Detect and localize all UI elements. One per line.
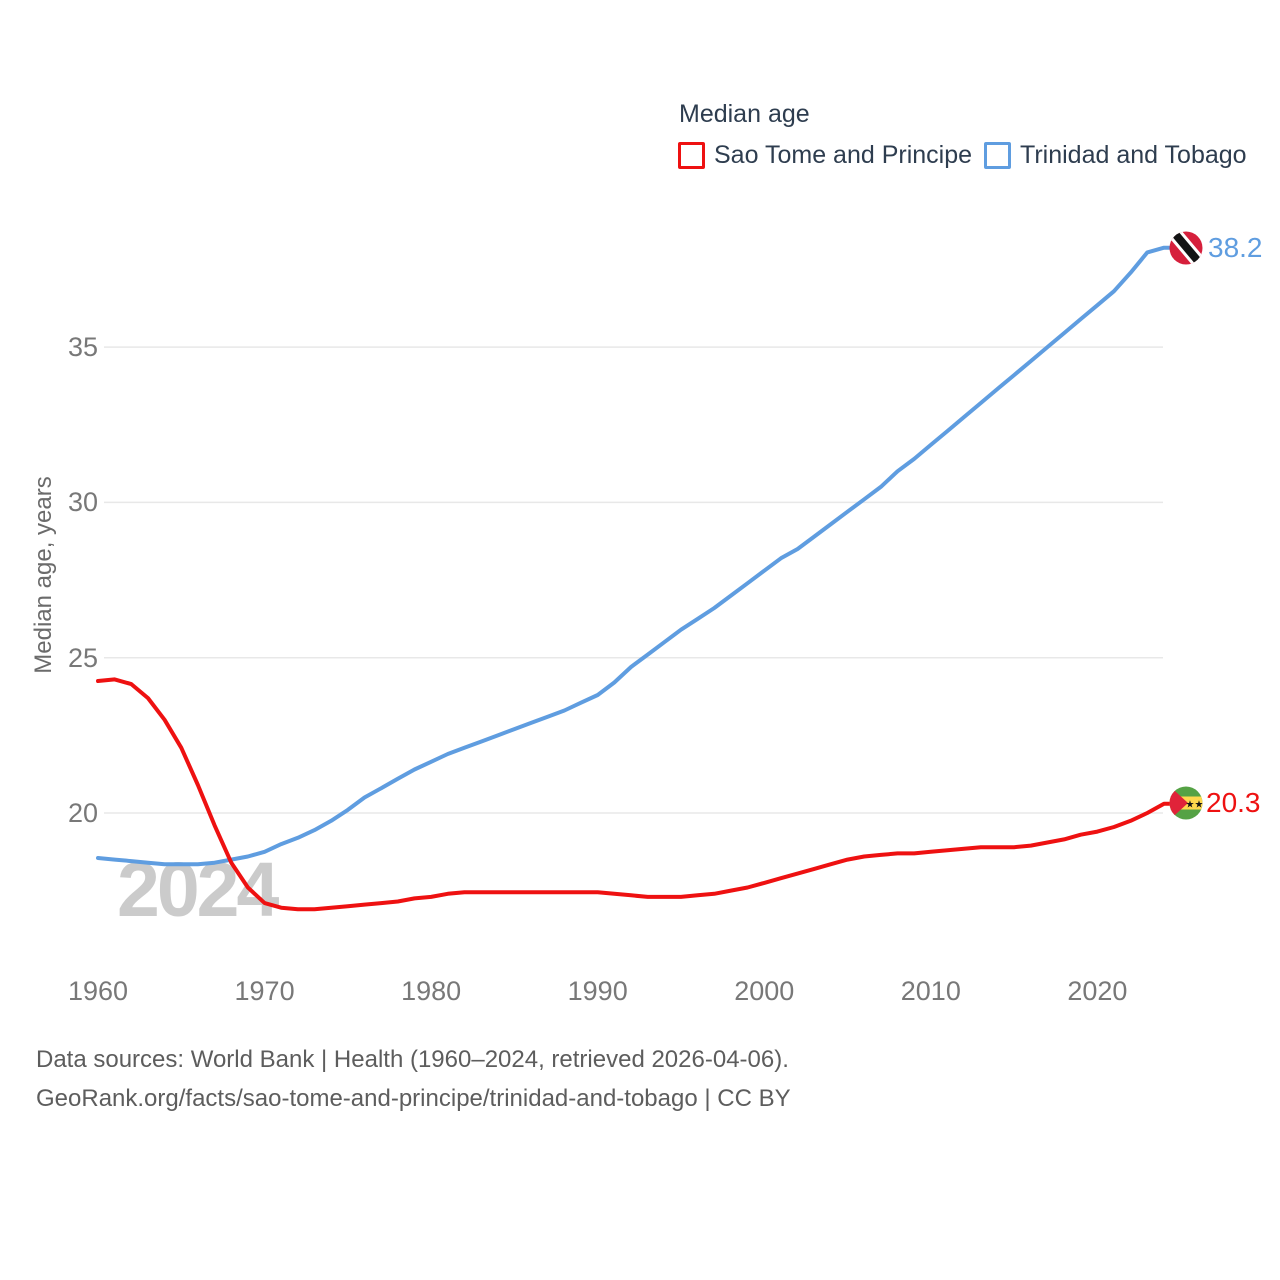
y-tick-25: 25 (67, 642, 98, 673)
x-tick-1980: 1980 (401, 976, 462, 1006)
legend-label: Sao Tome and Principe (714, 141, 973, 169)
x-tick-1990: 1990 (567, 976, 628, 1006)
x-tick-2010: 2010 (900, 976, 961, 1006)
svg-text:★: ★ (1186, 800, 1195, 811)
data-sources-text: Data sources: World Bank | Health (1960–… (36, 1046, 789, 1073)
trinidad-end-value: 38.2 (1208, 232, 1263, 263)
legend-title: Median age (679, 100, 810, 128)
x-tick-2000: 2000 (734, 976, 795, 1006)
chart-footer: Data sources: World Bank | Health (1960–… (36, 1045, 791, 1123)
legend-item-trinidad-and-tobago[interactable]: Trinidad and Tobago (984, 141, 1247, 170)
attribution-text: GeoRank.org/facts/sao-tome-and-principe/… (36, 1085, 791, 1112)
svg-text:★: ★ (1195, 800, 1204, 811)
x-tick-2020: 2020 (1067, 976, 1128, 1006)
legend-item-sao-tome-and-principe[interactable]: Sao Tome and Principe (678, 141, 972, 170)
x-tick-1960: 1960 (67, 976, 129, 1006)
sao-tome-legend-swatch (678, 142, 705, 169)
x-tick-1970: 1970 (234, 976, 295, 1006)
sao-tome-and-principe-flag-icon: ★ ★ (1169, 786, 1204, 820)
sao-tome-and-principe-line (96, 677, 1176, 912)
trinidad-and-tobago-flag-icon (1169, 231, 1203, 265)
gridlines (104, 346, 1163, 814)
sao-tome-end-value: 20.3 (1206, 787, 1261, 818)
y-tick-35: 35 (67, 332, 98, 363)
trinidad-and-tobago-line (96, 245, 1176, 867)
legend-label: Trinidad and Tobago (1020, 141, 1247, 169)
y-tick-20: 20 (67, 798, 98, 828)
trinidad-legend-swatch (984, 142, 1011, 169)
y-axis-title: Median age, years (30, 476, 57, 674)
y-tick-30: 30 (67, 487, 98, 518)
